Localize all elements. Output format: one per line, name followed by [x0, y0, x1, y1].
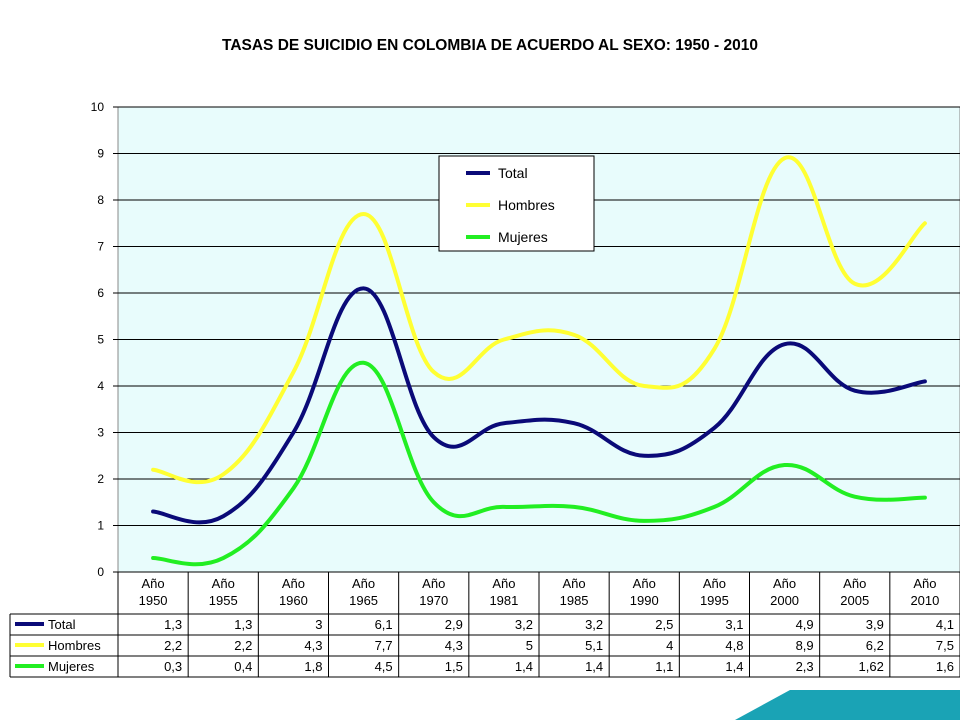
table-cell: 1,1: [655, 659, 673, 674]
table-cell: 6,2: [866, 638, 884, 653]
x-tick-label-year: 1981: [489, 593, 518, 608]
x-tick-label-year: 2005: [840, 593, 869, 608]
x-tick-label-year: 1965: [349, 593, 378, 608]
series-lines: [151, 155, 927, 567]
legend-label-total: Total: [498, 165, 528, 181]
table-cell: 4: [666, 638, 673, 653]
x-tick-label-word: Año: [212, 576, 235, 591]
table-cell: 2,3: [796, 659, 814, 674]
x-tick-label-year: 1950: [139, 593, 168, 608]
table-cell: 4,9: [796, 617, 814, 632]
x-tick-label-word: Año: [913, 576, 936, 591]
table-cell: 3,2: [515, 617, 533, 632]
table-cell: 3,9: [866, 617, 884, 632]
table-cell: 2,5: [655, 617, 673, 632]
table-row-label-mujeres: Mujeres: [48, 659, 95, 674]
x-tick-label-year: 1955: [209, 593, 238, 608]
x-tick-label-word: Año: [492, 576, 515, 591]
table-cell: 1,4: [515, 659, 533, 674]
table-cell: 7,7: [375, 638, 393, 653]
table-cell: 2,2: [234, 638, 252, 653]
data-table: Año 1950 Año 1955 Año 1960 Año 1965 Año 1970 Año 19…: [9, 572, 960, 678]
x-tick-label-word: Año: [352, 576, 375, 591]
decorative-teal-stripe: [735, 690, 960, 720]
table-cell: 3: [315, 617, 322, 632]
table-cell: 0,3: [164, 659, 182, 674]
table-cell: 1,5: [445, 659, 463, 674]
legend: Total Hombres Mujeres: [438, 155, 595, 252]
y-tick-label: 1: [97, 519, 104, 533]
x-tick-label-year: 2000: [770, 593, 799, 608]
table-cell: 3,2: [585, 617, 603, 632]
x-tick-label-year: 1960: [279, 593, 308, 608]
table-cell: 1,4: [725, 659, 743, 674]
y-axis-ticks: 0 1 2 3 4 5 6 7 8 9 10: [91, 100, 118, 579]
table-cell: 1,62: [859, 659, 884, 674]
x-tick-label-year: 2010: [910, 593, 939, 608]
table-cell: 4,3: [304, 638, 322, 653]
legend-box: [438, 155, 595, 252]
legend-label-mujeres: Mujeres: [498, 229, 548, 245]
series-line-mujeres: [151, 360, 927, 567]
x-tick-label-year: 1990: [630, 593, 659, 608]
y-tick-label: 3: [97, 426, 104, 440]
table-cell: 6,1: [375, 617, 393, 632]
table-cell: 3,1: [725, 617, 743, 632]
table-cell: 0,4: [234, 659, 252, 674]
y-tick-label: 0: [97, 565, 104, 579]
table-row-label-total: Total: [48, 617, 76, 632]
table-cell: 8,9: [796, 638, 814, 653]
table-cell: 4,1: [936, 617, 954, 632]
y-tick-label: 10: [91, 100, 105, 114]
chart-title: TASAS DE SUICIDIO EN COLOMBIA DE ACUERDO…: [222, 37, 758, 54]
y-tick-label: 9: [97, 147, 104, 161]
table-cell: 4,8: [725, 638, 743, 653]
table-cell: 2,2: [164, 638, 182, 653]
y-tick-label: 5: [97, 333, 104, 347]
legend-label-hombres: Hombres: [498, 197, 555, 213]
x-tick-label-year: 1970: [419, 593, 448, 608]
x-tick-label-word: Año: [563, 576, 586, 591]
table-cell: 4,5: [375, 659, 393, 674]
y-tick-label: 7: [97, 240, 104, 254]
y-tick-label: 6: [97, 286, 104, 300]
table-cell: 2,9: [445, 617, 463, 632]
x-tick-label-word: Año: [422, 576, 445, 591]
x-tick-label-word: Año: [773, 576, 796, 591]
table-cell: 1,6: [936, 659, 954, 674]
x-tick-label-year: 1985: [560, 593, 589, 608]
table-cell: 4,3: [445, 638, 463, 653]
x-tick-label-word: Año: [843, 576, 866, 591]
x-tick-label-word: Año: [282, 576, 305, 591]
x-tick-label-word: Año: [142, 576, 165, 591]
y-tick-label: 2: [97, 472, 104, 486]
gridlines: [118, 106, 960, 573]
y-tick-label: 4: [97, 379, 104, 393]
series-line-total: [151, 286, 927, 525]
x-tick-label-word: Año: [633, 576, 656, 591]
table-cell: 5,1: [585, 638, 603, 653]
table-cell: 1,3: [164, 617, 182, 632]
table-cell: 1,8: [304, 659, 322, 674]
table-cell: 1,4: [585, 659, 603, 674]
table-row-label-hombres: Hombres: [48, 638, 101, 653]
table-cell: 7,5: [936, 638, 954, 653]
y-tick-label: 8: [97, 193, 104, 207]
table-cell: 1,3: [234, 617, 252, 632]
x-tick-label-year: 1995: [700, 593, 729, 608]
x-tick-label-word: Año: [703, 576, 726, 591]
table-cell: 5: [526, 638, 533, 653]
series-line-hombres: [151, 155, 927, 485]
